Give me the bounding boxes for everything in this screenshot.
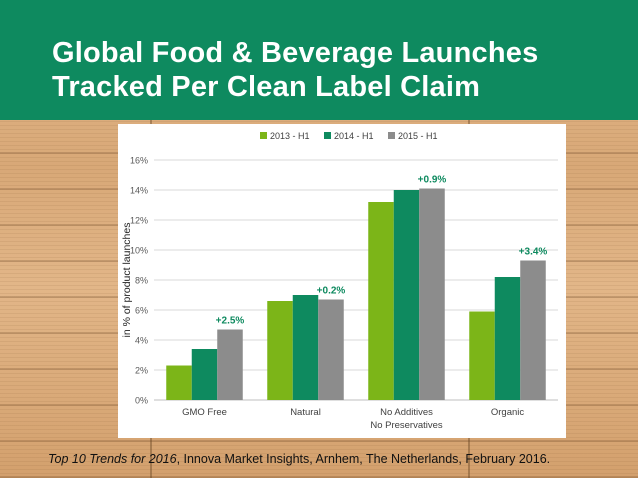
x-category-label: GMO Free — [182, 407, 227, 418]
bar — [368, 202, 394, 400]
legend-label: 2014 - H1 — [334, 131, 374, 141]
title-line-2: Tracked Per Clean Label Claim — [52, 71, 481, 103]
bar — [217, 329, 243, 400]
legend-swatch — [388, 132, 395, 139]
y-tick-label: 8% — [135, 276, 148, 286]
bar — [494, 277, 521, 400]
source-citation: Top 10 Trends for 2016, Innova Market In… — [48, 452, 628, 466]
bar — [520, 260, 546, 400]
legend-label: 2015 - H1 — [398, 131, 438, 141]
x-category-label: No Additives — [380, 407, 433, 418]
source-rest: , Innova Market Insights, Arnhem, The Ne… — [176, 452, 551, 466]
legend-swatch — [324, 132, 331, 139]
header-banner: Global Food & Beverage Launches Tracked … — [0, 0, 638, 120]
bar — [267, 301, 293, 400]
y-tick-label: 10% — [130, 246, 148, 256]
y-axis-label: in % of product launches — [121, 223, 133, 338]
y-tick-label: 0% — [135, 396, 148, 406]
x-category-label: Natural — [290, 407, 321, 418]
bar — [419, 188, 445, 400]
y-tick-label: 12% — [130, 216, 148, 226]
y-tick-label: 2% — [135, 366, 148, 376]
bar-annotation: +2.5% — [216, 316, 245, 327]
bar — [469, 311, 495, 400]
bar — [166, 365, 192, 400]
bar-annotation: +0.9% — [418, 175, 447, 186]
bar — [191, 349, 218, 400]
x-category-label: No Preservatives — [370, 420, 443, 431]
y-tick-label: 4% — [135, 336, 148, 346]
x-category-label: Organic — [491, 407, 525, 418]
page-title: Global Food & Beverage Launches Tracked … — [52, 36, 538, 104]
legend-label: 2013 - H1 — [270, 131, 310, 141]
bar-annotation: +3.4% — [519, 247, 548, 258]
bar — [292, 295, 319, 400]
bar — [393, 190, 420, 400]
y-tick-label: 16% — [130, 156, 148, 166]
bar-annotation: +0.2% — [317, 286, 346, 297]
source-italic: Top 10 Trends for 2016 — [48, 452, 177, 466]
legend-swatch — [260, 132, 267, 139]
y-tick-label: 14% — [130, 186, 148, 196]
title-line-1: Global Food & Beverage Launches — [52, 37, 539, 69]
bar — [318, 299, 344, 400]
bar-chart: 0% 2% 4% 6% 8% 10% 12% 14% 16% in % of product la… — [121, 131, 558, 431]
y-tick-label: 6% — [135, 306, 148, 316]
chart-panel: 0% 2% 4% 6% 8% 10% 12% 14% 16% in % of product la… — [118, 124, 566, 438]
